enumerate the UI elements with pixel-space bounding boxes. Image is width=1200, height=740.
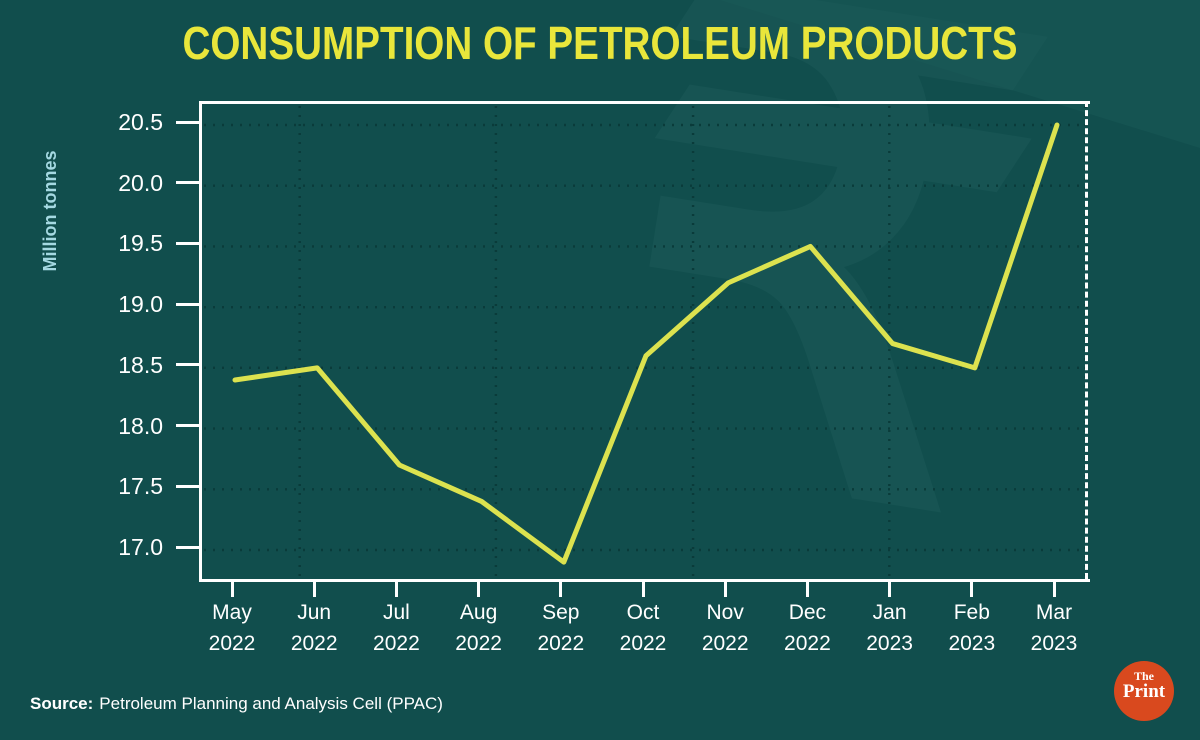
y-tick-label: 20.5 <box>118 109 163 135</box>
plot-right-dashed-border <box>1085 101 1088 579</box>
y-tick-mark <box>176 181 199 185</box>
source-text: Petroleum Planning and Analysis Cell (PP… <box>99 694 443 713</box>
y-tick-mark <box>176 363 199 367</box>
x-tick-month: Jun <box>297 601 332 624</box>
x-tick-mark <box>970 579 974 597</box>
x-tick-year: 2023 <box>866 632 913 655</box>
x-tick-label: Sep 2022 <box>501 597 621 659</box>
x-tick-month: Jul <box>382 601 410 624</box>
x-tick-year: 2022 <box>208 632 256 655</box>
data-line <box>232 122 1060 565</box>
x-tick-label: Jun 2022 <box>254 597 374 659</box>
x-tick-mark <box>559 579 563 597</box>
x-tick-mark <box>1052 579 1056 597</box>
x-tick-label: Nov 2022 <box>665 597 785 659</box>
chart-svg <box>204 106 1088 577</box>
logo-text-the: The <box>1133 669 1154 683</box>
y-tick-label: 18.0 <box>118 412 163 439</box>
y-tick-mark <box>176 302 199 306</box>
x-tick-year: 2022 <box>373 632 420 655</box>
y-tick-mark <box>176 241 199 245</box>
y-tick-mark <box>176 545 199 549</box>
x-tick-label: Dec 2022 <box>747 597 867 659</box>
x-tick-label: Feb 2023 <box>912 597 1032 659</box>
x-tick-mark <box>230 579 234 597</box>
x-tick-month: May <box>212 601 252 624</box>
x-tick-year: 2022 <box>290 632 338 655</box>
x-tick-mark <box>477 579 481 597</box>
y-tick-label: 18.5 <box>118 351 163 378</box>
y-tick-label: 20.0 <box>118 169 163 196</box>
x-tick-mark <box>805 579 809 597</box>
x-tick-label: Oct 2022 <box>583 597 703 659</box>
x-tick-year: 2022 <box>455 632 502 655</box>
plot-area <box>199 101 1090 582</box>
x-tick-mark <box>723 579 727 597</box>
x-tick-month: Feb <box>953 601 990 624</box>
y-tick-mark <box>176 120 199 124</box>
x-tick-month: Dec <box>788 601 827 624</box>
x-tick-mark <box>312 579 316 597</box>
logo-text-print: Print <box>1122 681 1166 702</box>
x-tick-year: 2023 <box>948 632 996 655</box>
theprint-logo: The Print <box>1114 661 1174 721</box>
y-tick-mark <box>176 484 199 488</box>
y-tick-label: 19.5 <box>118 230 163 257</box>
x-tick-month: Jan <box>872 601 907 624</box>
x-tick-label: Jul 2022 <box>336 597 456 659</box>
x-tick-mark <box>394 579 398 597</box>
x-tick-mark <box>888 579 892 597</box>
x-tick-label: Jan 2023 <box>830 597 950 659</box>
y-tick-label: 19.0 <box>118 291 163 318</box>
x-tick-year: 2022 <box>619 632 667 655</box>
x-tick-label: May 2022 <box>172 597 292 659</box>
x-tick-year: 2022 <box>701 632 749 655</box>
x-tick-month: Oct <box>626 601 660 624</box>
source-label: Source: <box>30 694 94 713</box>
x-tick-month: Nov <box>706 601 744 624</box>
x-tick-year: 2022 <box>784 632 831 655</box>
x-tick-label: Mar 2023 <box>994 597 1114 659</box>
x-tick-month: Mar <box>1035 601 1073 624</box>
chart-title: CONSUMPTION OF PETROLEUM PRODUCTS <box>182 17 1018 69</box>
x-tick-label: Aug 2022 <box>419 597 539 659</box>
y-tick-label: 17.0 <box>118 534 163 560</box>
x-tick-year: 2022 <box>537 632 585 655</box>
x-tick-month: Sep <box>542 601 580 624</box>
x-tick-year: 2023 <box>1030 632 1078 655</box>
y-tick-label: 17.5 <box>118 473 163 500</box>
x-tick-mark <box>641 579 645 597</box>
x-tick-month: Aug <box>459 601 498 624</box>
source-note: Source: Petroleum Planning and Analysis C… <box>30 694 443 714</box>
y-tick-mark <box>176 424 199 428</box>
